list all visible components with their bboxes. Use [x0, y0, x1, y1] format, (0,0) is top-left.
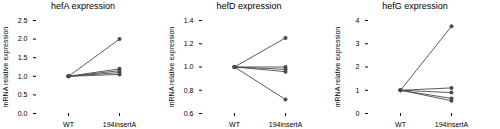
svg-text:0.6: 0.6 — [184, 110, 194, 117]
svg-text:4: 4 — [356, 17, 360, 24]
html-text:hefD expression: hefD expression — [216, 1, 282, 11]
svg-text:0: 0 — [356, 110, 360, 117]
svg-text:0.0: 0.0 — [18, 110, 28, 117]
svg-text:0.8: 0.8 — [184, 86, 194, 93]
html-text:hefA expression: hefA expression — [51, 1, 115, 11]
svg-text:0.5: 0.5 — [18, 91, 28, 98]
svg-text:194insertA: 194insertA — [103, 121, 137, 128]
svg-text:1.0: 1.0 — [184, 63, 194, 70]
svg-text:2: 2 — [356, 63, 360, 70]
svg-text:1.5: 1.5 — [18, 54, 28, 61]
svg-text:1: 1 — [356, 86, 360, 93]
svg-text:WT: WT — [63, 121, 75, 128]
svg-text:1.2: 1.2 — [184, 40, 194, 47]
svg-text:1.0: 1.0 — [18, 73, 28, 80]
svg-text:mRNA relative expression: mRNA relative expression — [168, 27, 176, 108]
html-text:hefG expression: hefG expression — [382, 1, 448, 11]
svg-text:2.0: 2.0 — [18, 35, 28, 42]
svg-text:WT: WT — [229, 121, 241, 128]
svg-text:194insertA: 194insertA — [435, 121, 469, 128]
svg-text:WT: WT — [395, 121, 407, 128]
svg-text:194insertA: 194insertA — [269, 121, 303, 128]
svg-text:mRNA relative expression: mRNA relative expression — [2, 27, 10, 108]
svg-text:mRNA relative expression: mRNA relative expression — [334, 27, 342, 108]
svg-text:2.5: 2.5 — [18, 17, 28, 24]
svg-text:3: 3 — [356, 40, 360, 47]
svg-text:1.4: 1.4 — [184, 17, 194, 24]
